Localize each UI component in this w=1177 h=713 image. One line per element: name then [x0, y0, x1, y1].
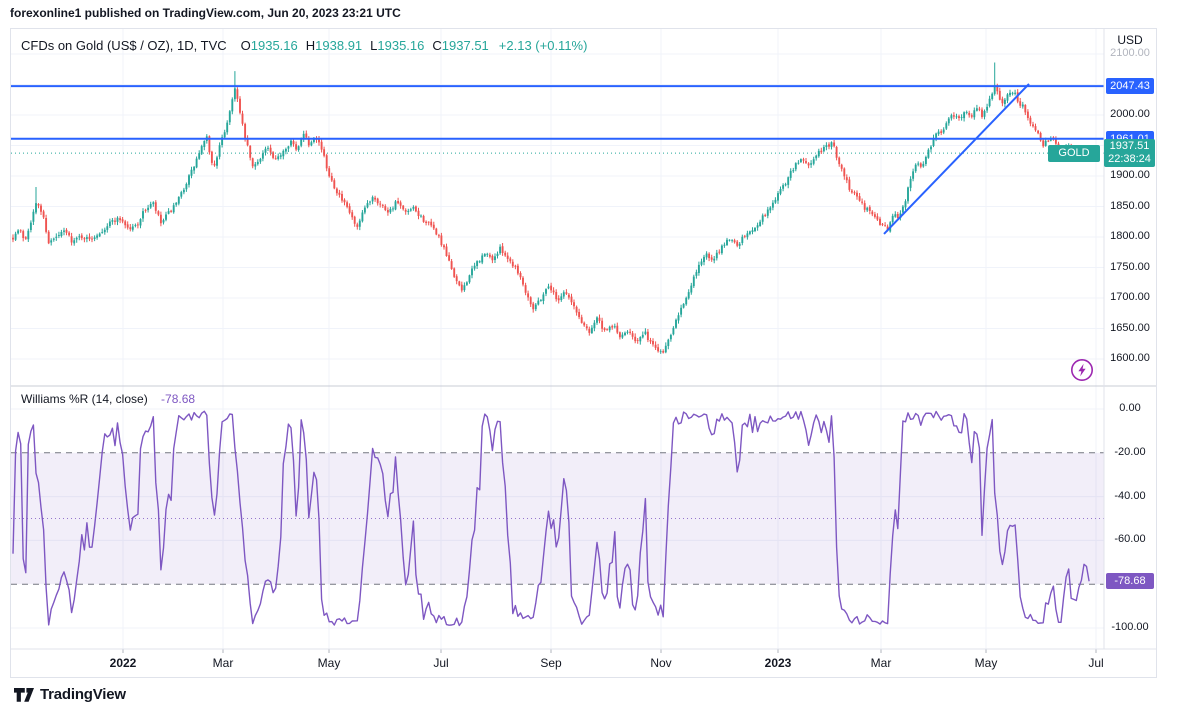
price-tick-label: 2100.00 [1110, 47, 1150, 59]
last-price-value: 1937.51 [1109, 140, 1150, 152]
change-value: +2.13 (+0.11%) [498, 38, 588, 53]
time-tick-label: Mar [870, 656, 892, 670]
price-tick-label: 1800.00 [1110, 230, 1150, 242]
price-tick-label: 1900.00 [1110, 169, 1150, 181]
indicator-title: Williams %R (14, close) [21, 392, 148, 406]
brand-name[interactable]: TradingView [40, 686, 126, 703]
level-label-2047: 2047.43 [1106, 78, 1154, 94]
symbol-name-tag: GOLD [1048, 145, 1100, 162]
price-scale-currency: USD [1117, 33, 1143, 47]
symbol-title: CFDs on Gold (US$ / OZ), 1D, TVC [21, 38, 227, 53]
wr-tick-label: -40.00 [1114, 489, 1146, 502]
price-scale[interactable]: 2100.00 2000.00 1900.00 1850.00 1800.00 1750.… [1104, 29, 1156, 649]
price-tick-label: 1750.00 [1110, 260, 1150, 273]
price-tick-label: 2000.00 [1110, 108, 1150, 120]
main-chart-legend: CFDs on Gold (US$ / OZ), 1D, TVC O1935.1… [21, 38, 587, 53]
time-tick-label: May [974, 656, 998, 670]
time-tick-label: Nov [650, 656, 672, 670]
lightning-icon [1071, 359, 1093, 381]
wr-tick-label: 0.00 [1119, 402, 1141, 414]
time-axis[interactable]: 2022 Mar May Jul Sep Nov 2023 Mar May Jul [11, 649, 1104, 677]
ohlc-open: O1935.16 [240, 38, 298, 53]
williams-r-legend: Williams %R (14, close) -78.68 [21, 392, 195, 406]
price-tick-label: 1650.00 [1110, 321, 1150, 334]
time-tick-label: Sep [540, 656, 562, 670]
chart-canvas[interactable] [11, 29, 1156, 677]
footer: TradingView [14, 686, 126, 703]
publish-bar: forexonline1 published on TradingView.co… [10, 6, 401, 20]
tradingview-logo-icon[interactable] [14, 687, 34, 702]
wr-value-label: -78.68 [1106, 573, 1154, 589]
boost-button[interactable] [1069, 357, 1095, 383]
chart-widget: CFDs on Gold (US$ / OZ), 1D, TVC O1935.1… [10, 28, 1157, 678]
price-tick-label: 1850.00 [1110, 199, 1150, 212]
time-tick-label: May [317, 656, 341, 670]
wr-tick-label: -60.00 [1114, 533, 1146, 546]
price-tick-label: 1700.00 [1110, 291, 1150, 303]
time-tick-label: 2023 [764, 656, 792, 670]
bar-countdown: 22:38:24 [1108, 153, 1151, 165]
wr-tick-label: -100.00 [1111, 621, 1149, 633]
indicator-value: -78.68 [161, 392, 196, 406]
time-tick-label: Mar [212, 656, 234, 670]
ohlc-low: L1935.16 [370, 38, 425, 53]
wr-tick-label: -20.00 [1114, 445, 1146, 458]
last-price-label: 1937.51 22:38:24 [1104, 139, 1155, 167]
time-tick-label: Jul [1088, 656, 1104, 670]
ohlc-close: C1937.51 [432, 38, 489, 53]
time-tick-label: 2022 [109, 656, 137, 670]
ohlc-high: H1938.91 [305, 38, 363, 53]
time-tick-label: Jul [433, 656, 449, 670]
price-tick-label: 1600.00 [1110, 352, 1150, 364]
